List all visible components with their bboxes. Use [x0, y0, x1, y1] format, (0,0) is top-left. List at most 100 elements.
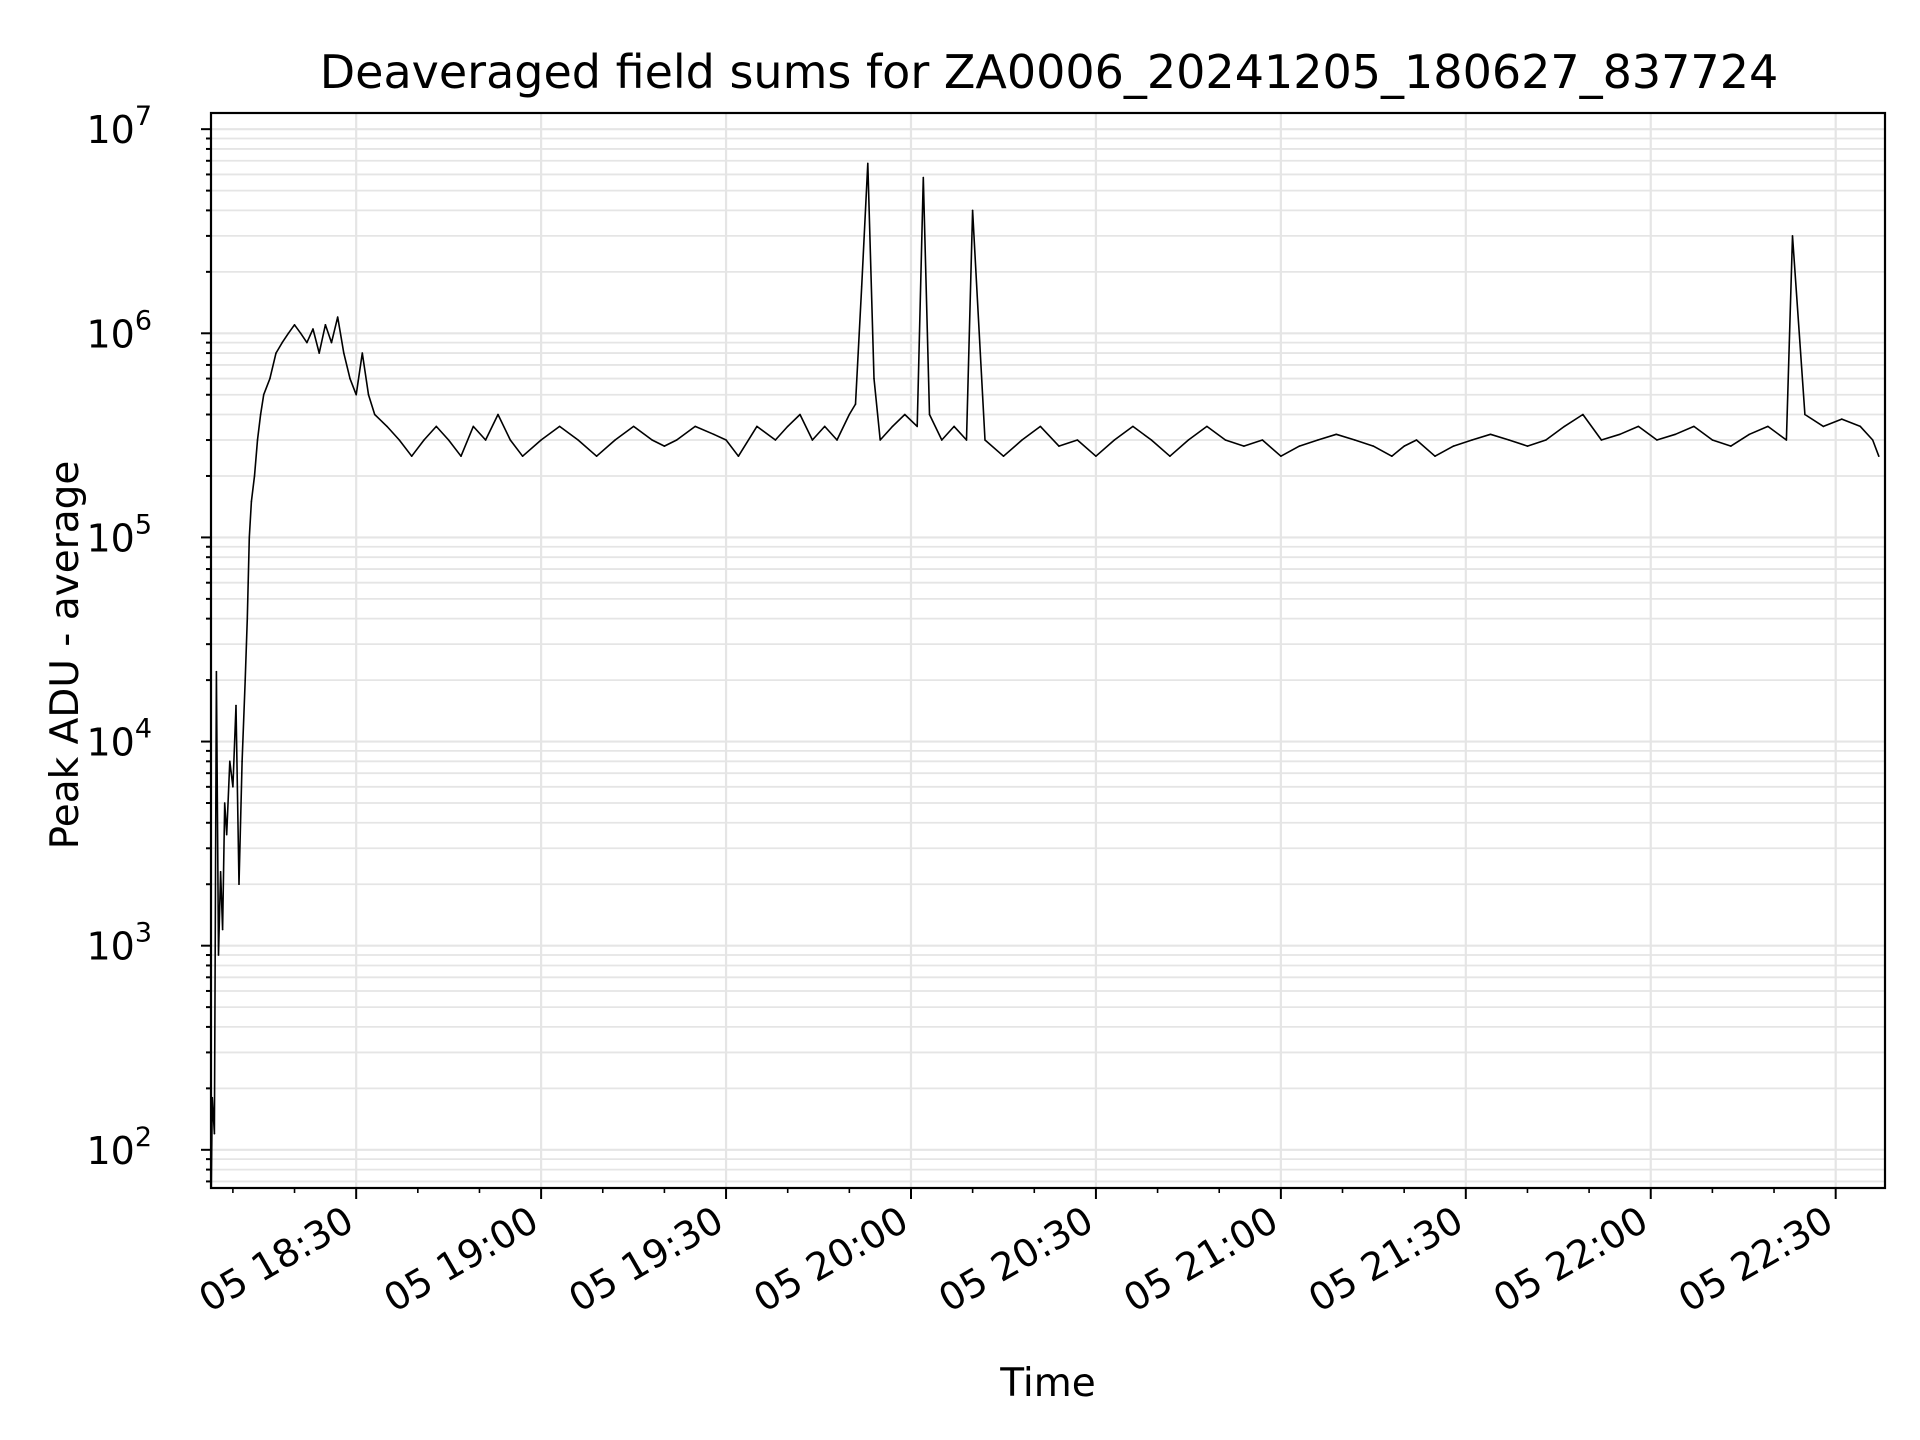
- data-point: [221, 928, 224, 931]
- data-point: [712, 433, 715, 436]
- grid-lines: [211, 113, 1885, 1188]
- data-point: [756, 425, 758, 428]
- data-point: [1563, 425, 1566, 428]
- data-point: [854, 403, 857, 405]
- data-point: [281, 341, 284, 344]
- data-point: [1693, 425, 1695, 428]
- data-point: [799, 413, 801, 416]
- data-point: [1841, 418, 1843, 420]
- data-point: [435, 425, 438, 428]
- data-point: [1582, 413, 1584, 416]
- data-point: [836, 439, 838, 441]
- y-tick-base: 10: [86, 108, 134, 152]
- data-point: [373, 413, 376, 416]
- data-point: [1822, 425, 1825, 428]
- y-tick-label: 107: [86, 101, 152, 152]
- data-point: [848, 413, 851, 416]
- data-point: [1434, 455, 1436, 458]
- y-tick-exponent: 2: [135, 1122, 152, 1153]
- data-point: [223, 802, 226, 804]
- data-point: [241, 760, 243, 763]
- data-point: [1206, 425, 1208, 428]
- data-point: [1785, 439, 1788, 441]
- data-point: [287, 332, 290, 335]
- data-point: [1298, 445, 1301, 447]
- data-point: [1095, 455, 1097, 458]
- data-point: [1354, 439, 1356, 441]
- data-point: [1489, 433, 1492, 436]
- data-point: [928, 413, 931, 416]
- data-point: [1169, 455, 1171, 458]
- data-point: [259, 413, 262, 416]
- y-tick-label: 103: [86, 918, 152, 969]
- data-point: [423, 439, 425, 441]
- data-point: [306, 341, 308, 344]
- y-tick-base: 10: [86, 1129, 134, 1173]
- data-point: [540, 439, 542, 441]
- data-point: [891, 425, 894, 428]
- plot-frame: [209, 111, 1887, 1190]
- data-point: [1317, 439, 1319, 441]
- data-point: [922, 176, 925, 179]
- data-point: [577, 439, 579, 441]
- data-point: [614, 439, 616, 441]
- data-point: [1039, 425, 1042, 428]
- y-tick-base: 10: [86, 925, 134, 969]
- y-axis-label: Peak ADU - average: [43, 461, 88, 850]
- data-point: [1545, 439, 1547, 441]
- data-point: [299, 332, 302, 335]
- data-point: [811, 439, 814, 441]
- data-point: [1656, 439, 1658, 441]
- data-point: [1280, 455, 1282, 458]
- y-tick-exponent: 3: [135, 918, 152, 949]
- data-point: [1261, 439, 1264, 441]
- chart-title: Deaveraged field sums for ZA0006_2024120…: [320, 45, 1779, 99]
- y-tick-base: 10: [86, 721, 134, 765]
- data-point: [953, 425, 955, 428]
- data-point: [558, 425, 561, 428]
- data-point: [1076, 439, 1079, 441]
- data-point: [916, 425, 918, 428]
- data-point: [1859, 425, 1862, 428]
- data-point: [1187, 439, 1190, 441]
- y-tick-exponent: 6: [135, 305, 152, 336]
- data-point: [1526, 445, 1529, 447]
- data-point: [1637, 425, 1640, 428]
- data-point: [349, 377, 351, 380]
- y-tick-exponent: 4: [135, 714, 152, 745]
- data-point: [786, 425, 789, 428]
- data-point: [694, 425, 696, 428]
- data-point: [219, 871, 222, 873]
- data-point: [1150, 439, 1153, 441]
- y-tick-exponent: 5: [135, 509, 152, 540]
- data-point: [246, 617, 249, 620]
- data-point: [904, 413, 906, 416]
- y-tick-base: 10: [86, 516, 134, 560]
- data-point: [725, 439, 727, 441]
- data-point: [1767, 425, 1769, 428]
- data-point: [472, 425, 475, 428]
- y-tick-label: 104: [86, 714, 152, 765]
- data-point: [1878, 455, 1880, 458]
- data-point: [1058, 445, 1060, 447]
- data-point: [235, 704, 237, 707]
- data-point: [330, 341, 333, 344]
- data-point: [215, 670, 218, 673]
- data-point: [521, 455, 524, 458]
- data-point: [1243, 445, 1245, 447]
- data-point: [1471, 439, 1473, 441]
- y-tick-label: 105: [86, 509, 152, 560]
- data-point: [386, 425, 388, 428]
- data-point: [1452, 445, 1455, 447]
- data-point: [1711, 439, 1714, 441]
- y-tick-label: 102: [86, 1122, 152, 1173]
- data-point: [275, 352, 277, 354]
- y-tick-label: 106: [86, 305, 152, 356]
- data-point: [244, 679, 246, 681]
- data-point: [965, 439, 968, 441]
- data-point: [984, 439, 986, 441]
- data-point: [256, 439, 259, 441]
